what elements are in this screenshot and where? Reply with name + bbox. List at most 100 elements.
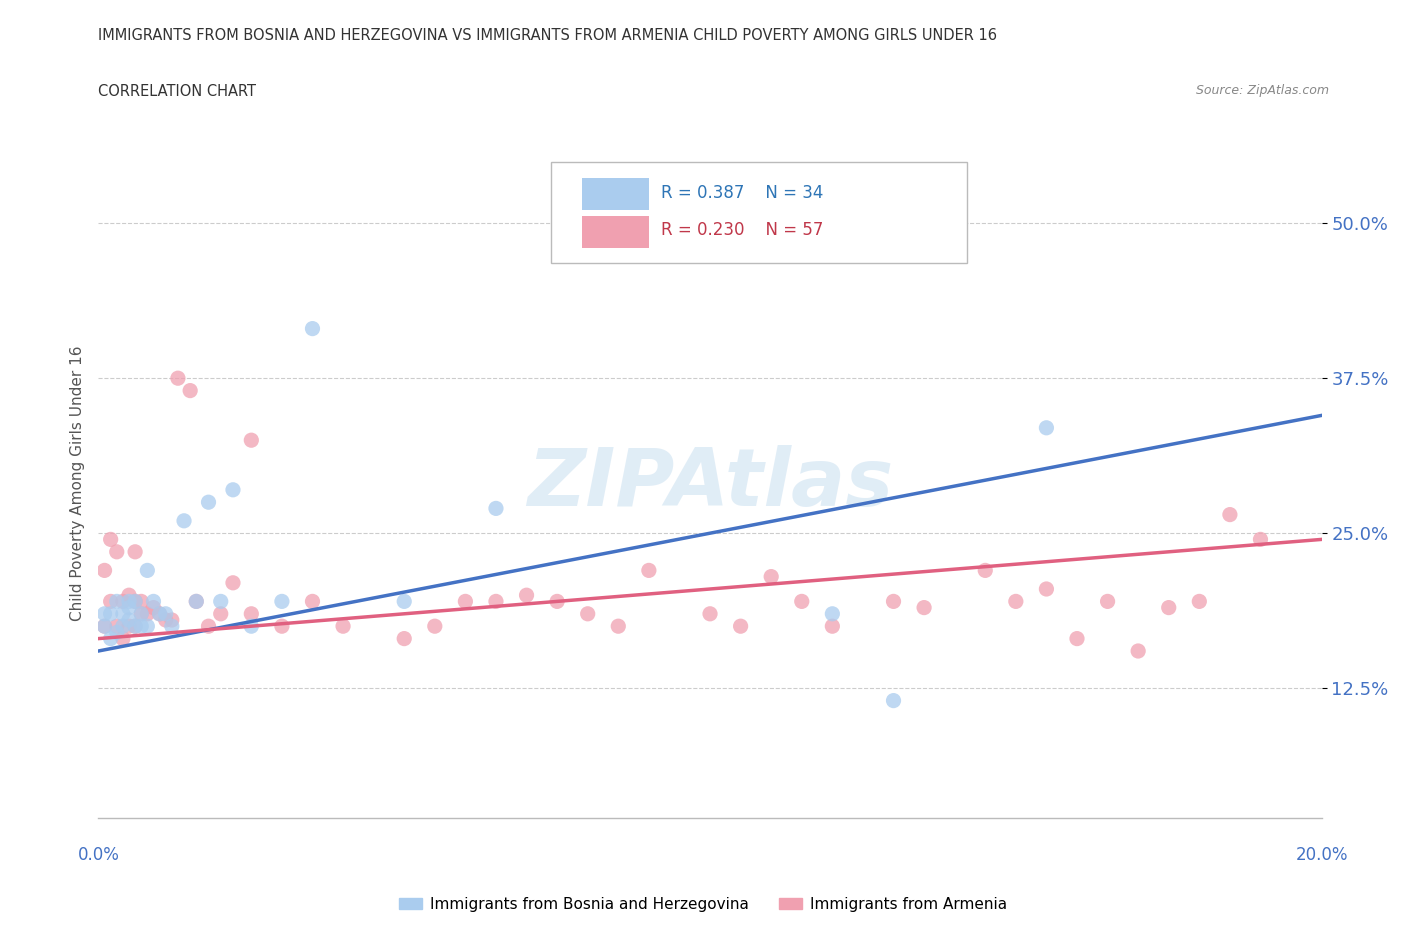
Point [105, 618, 128, 633]
Point [149, 606, 172, 621]
Point [222, 576, 245, 591]
Point [100, 606, 122, 621]
Point [160, 613, 183, 628]
Point [186, 594, 208, 609]
Point [485, 594, 508, 609]
Point [1066, 631, 1088, 646]
Point [142, 600, 165, 615]
Point [186, 594, 208, 609]
Point [576, 606, 599, 621]
Point [124, 618, 146, 633]
Point [821, 618, 844, 633]
Point [129, 606, 152, 621]
Point [129, 618, 152, 633]
Point [1157, 600, 1180, 615]
Point [100, 532, 122, 547]
Point [974, 563, 997, 578]
Point [821, 606, 844, 621]
Point [1219, 507, 1241, 522]
Point [197, 495, 219, 510]
Point [93, 618, 115, 633]
Point [912, 600, 935, 615]
Y-axis label: Child Poverty Among Girls Under 16: Child Poverty Among Girls Under 16 [69, 346, 84, 621]
Text: CORRELATION CHART: CORRELATION CHART [98, 84, 256, 99]
Text: Source: ZipAtlas.com: Source: ZipAtlas.com [1195, 84, 1329, 97]
Point [332, 618, 354, 633]
Point [790, 594, 813, 609]
Point [136, 618, 159, 633]
FancyBboxPatch shape [551, 162, 967, 262]
Text: 20.0%: 20.0% [1295, 846, 1348, 864]
Point [240, 618, 263, 633]
Point [392, 594, 416, 609]
Text: R = 0.387    N = 34: R = 0.387 N = 34 [661, 184, 824, 202]
Point [124, 618, 146, 633]
Point [1004, 594, 1026, 609]
Legend: Immigrants from Bosnia and Herzegovina, Immigrants from Armenia: Immigrants from Bosnia and Herzegovina, … [394, 891, 1012, 918]
Point [124, 594, 146, 609]
Point [100, 631, 122, 646]
Point [93, 606, 115, 621]
Point [173, 513, 195, 528]
Text: ZIPAtlas: ZIPAtlas [527, 445, 893, 523]
Point [160, 618, 183, 633]
Point [485, 501, 508, 516]
Point [454, 594, 477, 609]
Point [179, 383, 201, 398]
FancyBboxPatch shape [582, 179, 648, 210]
Point [883, 594, 905, 609]
Point [105, 625, 128, 640]
Point [222, 483, 245, 498]
Point [607, 618, 630, 633]
FancyBboxPatch shape [582, 216, 648, 248]
Point [136, 563, 159, 578]
Point [167, 371, 190, 386]
Point [1097, 594, 1119, 609]
Point [129, 606, 152, 621]
Point [1035, 581, 1057, 596]
Point [129, 594, 152, 609]
Point [240, 432, 263, 447]
Point [118, 588, 141, 603]
Point [136, 606, 159, 621]
Point [270, 594, 292, 609]
Point [730, 618, 752, 633]
Point [209, 594, 232, 609]
Text: IMMIGRANTS FROM BOSNIA AND HERZEGOVINA VS IMMIGRANTS FROM ARMENIA CHILD POVERTY : IMMIGRANTS FROM BOSNIA AND HERZEGOVINA V… [98, 28, 997, 43]
Point [423, 618, 446, 633]
Point [209, 606, 232, 621]
Point [155, 613, 177, 628]
Point [124, 594, 146, 609]
Point [546, 594, 568, 609]
Point [105, 594, 128, 609]
Point [93, 618, 115, 633]
Point [392, 631, 416, 646]
Point [637, 563, 661, 578]
Point [100, 594, 122, 609]
Point [124, 544, 146, 559]
Point [142, 594, 165, 609]
Point [1035, 420, 1057, 435]
Point [118, 618, 141, 633]
Point [270, 618, 292, 633]
Point [516, 588, 538, 603]
Point [883, 693, 905, 708]
Point [155, 606, 177, 621]
Point [301, 594, 323, 609]
Point [111, 618, 134, 633]
Point [1249, 532, 1271, 547]
Point [759, 569, 782, 584]
Point [1188, 594, 1211, 609]
Point [93, 563, 115, 578]
Point [1128, 644, 1150, 658]
Point [301, 321, 323, 336]
Point [111, 594, 134, 609]
Point [149, 606, 172, 621]
Point [118, 613, 141, 628]
Point [111, 631, 134, 646]
Point [699, 606, 721, 621]
Point [118, 600, 141, 615]
Point [111, 606, 134, 621]
Point [105, 544, 128, 559]
Point [118, 594, 141, 609]
